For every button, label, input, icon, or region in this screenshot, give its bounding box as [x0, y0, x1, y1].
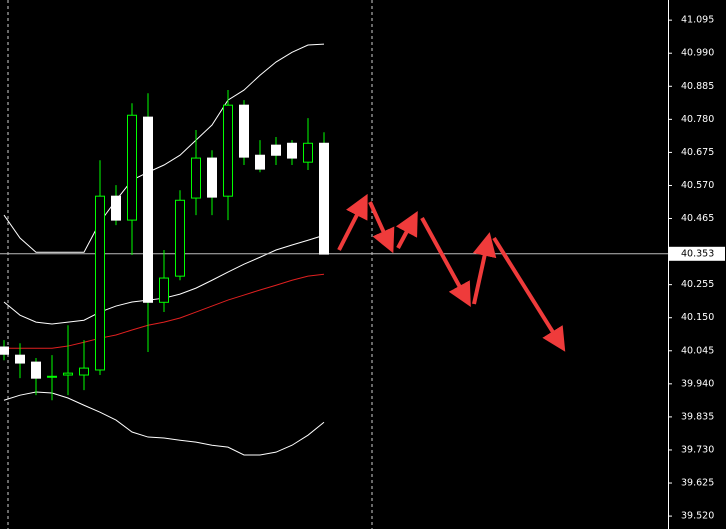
arrow	[472, 232, 497, 305]
arrow	[492, 236, 566, 352]
arrow	[395, 210, 418, 249]
candle-body	[0, 346, 9, 355]
candle-body	[287, 142, 297, 159]
candle-body	[223, 104, 233, 197]
candle-body	[159, 277, 169, 303]
y-tick-label: 39.730	[681, 444, 714, 455]
y-tick-label: 39.625	[681, 478, 714, 489]
candle-body	[239, 104, 249, 158]
y-tick-label: 40.570	[681, 180, 714, 191]
current-price-label: 40.353	[681, 248, 714, 259]
y-tick-label: 40.780	[681, 114, 714, 125]
candle-body	[207, 157, 217, 198]
forecast-arrows	[337, 193, 566, 352]
candle-body	[79, 367, 89, 376]
y-tick-label: 40.150	[681, 312, 714, 323]
y-tick-label: 40.885	[681, 81, 714, 92]
y-tick-label: 39.520	[681, 511, 714, 522]
arrow	[337, 193, 368, 251]
candle-body	[95, 195, 105, 371]
y-tick-label: 39.835	[681, 411, 714, 422]
y-tick-label: 39.940	[681, 378, 714, 389]
indicator-line	[4, 273, 325, 349]
candle-body	[47, 375, 57, 378]
y-tick-label: 40.675	[681, 147, 714, 158]
y-tick-label: 40.990	[681, 48, 714, 59]
arrow	[420, 217, 471, 308]
current-price-box	[669, 246, 725, 261]
candle-body	[63, 372, 73, 376]
indicator-line	[3, 391, 325, 456]
y-tick-label: 41.095	[681, 15, 714, 26]
candle-body	[175, 199, 185, 277]
y-tick-label: 40.255	[681, 279, 714, 290]
y-tick-label: 40.465	[681, 213, 714, 224]
arrow	[368, 201, 395, 254]
candle-body	[143, 116, 153, 303]
candle-body	[303, 142, 313, 163]
y-tick-label: 40.045	[681, 345, 714, 356]
candle-body	[319, 142, 329, 255]
indicator-line	[3, 43, 325, 253]
candle-body	[111, 195, 121, 221]
candle-body	[271, 144, 281, 156]
candle-body	[127, 114, 137, 221]
candle-body	[191, 157, 201, 199]
candle-body	[255, 154, 265, 170]
candle-body	[15, 354, 25, 364]
candle-body	[31, 361, 41, 379]
